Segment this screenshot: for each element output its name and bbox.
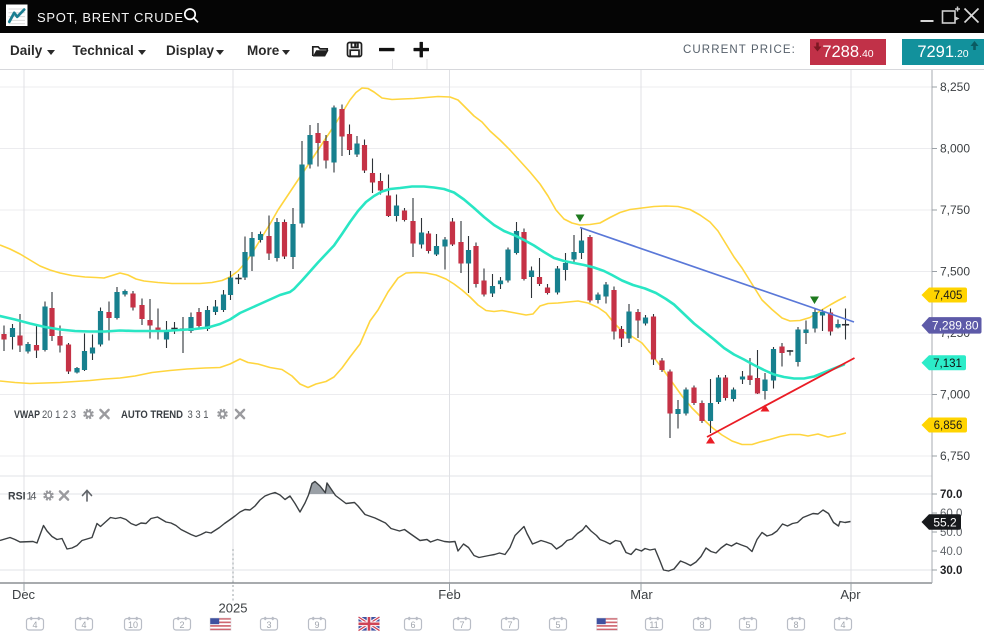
- svg-text:8,000: 8,000: [940, 142, 970, 156]
- svg-text:30.0: 30.0: [940, 565, 962, 577]
- svg-text:4: 4: [81, 620, 86, 630]
- svg-text:7,131: 7,131: [933, 358, 962, 370]
- svg-text:4: 4: [32, 620, 37, 630]
- svg-text:7: 7: [459, 620, 464, 630]
- svg-text:4: 4: [840, 620, 845, 630]
- svg-text:7,500: 7,500: [940, 265, 970, 279]
- svg-text:3: 3: [266, 620, 271, 630]
- svg-text:7,289.80: 7,289.80: [932, 319, 979, 333]
- svg-text:7,405: 7,405: [934, 290, 963, 302]
- svg-text:8: 8: [699, 620, 704, 630]
- svg-text:11: 11: [649, 620, 658, 630]
- svg-text:5: 5: [555, 620, 560, 630]
- svg-text:8: 8: [793, 620, 798, 630]
- svg-text:Mar: Mar: [630, 587, 653, 602]
- svg-text:5: 5: [745, 620, 750, 630]
- svg-text:10: 10: [128, 620, 138, 630]
- svg-text:9: 9: [314, 620, 319, 630]
- svg-text:6,856: 6,856: [934, 420, 963, 432]
- svg-text:3 3 1: 3 3 1: [188, 409, 209, 421]
- svg-text:VWAP: VWAP: [14, 409, 40, 421]
- svg-text:6,750: 6,750: [940, 449, 970, 463]
- svg-text:AUTO TREND: AUTO TREND: [121, 409, 183, 421]
- svg-text:7,750: 7,750: [940, 203, 970, 217]
- svg-text:Dec: Dec: [12, 587, 36, 602]
- svg-text:8,250: 8,250: [940, 80, 970, 94]
- svg-text:2025: 2025: [219, 601, 248, 616]
- svg-text:20 1 2 3: 20 1 2 3: [42, 409, 76, 421]
- svg-text:7,000: 7,000: [940, 388, 970, 402]
- svg-text:Apr: Apr: [840, 587, 861, 602]
- svg-text:2: 2: [179, 620, 184, 630]
- svg-text:Feb: Feb: [438, 587, 460, 602]
- svg-text:6: 6: [410, 620, 415, 630]
- svg-text:70.0: 70.0: [940, 489, 962, 501]
- svg-text:50.0: 50.0: [940, 527, 962, 539]
- svg-text:55.2: 55.2: [933, 515, 957, 529]
- svg-text:14: 14: [27, 491, 37, 503]
- svg-text:7: 7: [507, 620, 512, 630]
- svg-text:40.0: 40.0: [940, 546, 962, 558]
- svg-text:RSI: RSI: [8, 491, 26, 503]
